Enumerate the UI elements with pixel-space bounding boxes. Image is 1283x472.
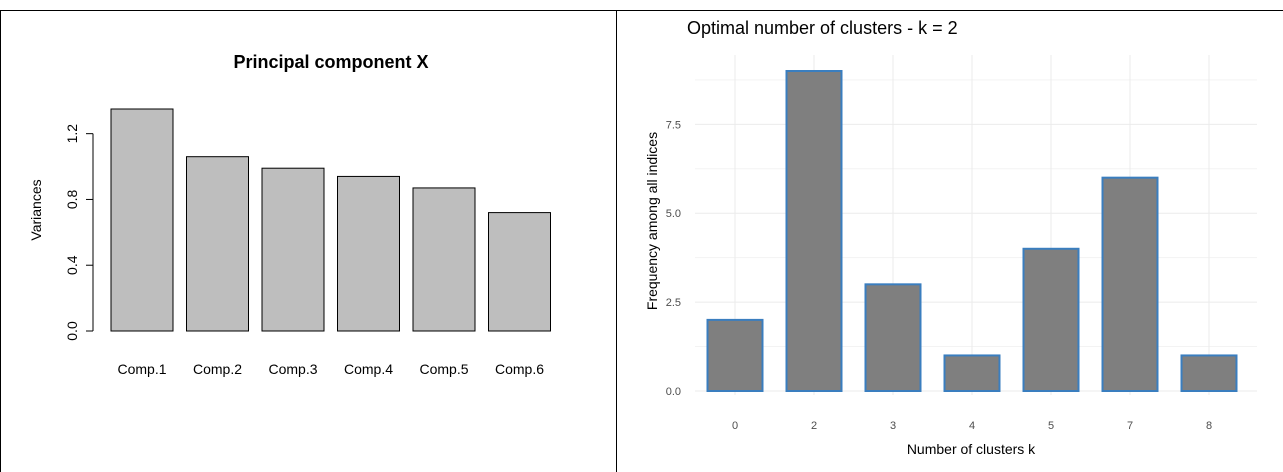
clusters-y-tick-label: 0.0: [666, 386, 681, 398]
pca-x-tick-label: Comp.2: [193, 361, 242, 377]
clusters-x-tick-label: 2: [811, 420, 817, 432]
chart-panel-pca: Principal component X Variances Comp.1 Co…: [0, 10, 616, 472]
chart-panel-clusters: Optimal number of clusters - k = 2 Frequ…: [616, 10, 1283, 472]
clusters-x-tick-label: 8: [1206, 420, 1212, 432]
clusters-bar: [1022, 247, 1080, 392]
clusters-y-axis-label: Frequency among all indices: [644, 132, 660, 310]
clusters-x-tick-label: 5: [1048, 420, 1054, 432]
pca-y-tick-label: 1.2: [64, 124, 80, 144]
pca-y-axis-label: Variances: [28, 179, 44, 240]
clusters-bar: [1101, 176, 1159, 392]
pca-y-tick-label: 0.8: [64, 190, 80, 210]
clusters-bar: [706, 318, 764, 392]
clusters-chart: Optimal number of clusters - k = 2 Frequ…: [644, 18, 1257, 457]
pca-bar: [261, 167, 325, 332]
clusters-bar: [864, 283, 922, 393]
pca-bar: [412, 187, 476, 332]
clusters-x-tick-label: 3: [890, 420, 896, 432]
pca-bar: [110, 108, 174, 332]
clusters-x-tick-label: 4: [969, 420, 975, 432]
clusters-y-tick-label: 7.5: [666, 119, 681, 131]
clusters-bar: [943, 354, 1001, 393]
clusters-chart-title: Optimal number of clusters - k = 2: [687, 18, 958, 38]
clusters-y-tick-label: 2.5: [666, 297, 681, 309]
clusters-bar: [1180, 354, 1238, 393]
clusters-y-tick-label: 5.0: [666, 208, 681, 220]
pca-chart-title: Principal component X: [233, 52, 428, 72]
pca-x-tick-label: Comp.4: [344, 361, 393, 377]
pca-x-tick-label: Comp.1: [117, 361, 166, 377]
pca-x-tick-label: Comp.3: [268, 361, 317, 377]
clusters-x-axis-label: Number of clusters k: [907, 441, 1036, 457]
pca-x-tick-label: Comp.5: [419, 361, 468, 377]
pca-x-tick-label: Comp.6: [495, 361, 544, 377]
pca-bar: [186, 156, 249, 332]
pca-bar: [337, 175, 400, 332]
pca-bar: [488, 212, 551, 332]
pca-chart: Principal component X Variances Comp.1 Co…: [28, 52, 551, 377]
pca-y-tick-label: 0.4: [64, 255, 80, 275]
clusters-x-tick-label: 0: [732, 420, 738, 432]
clusters-x-tick-label: 7: [1127, 420, 1133, 432]
pca-y-tick-label: 0.0: [64, 321, 80, 341]
clusters-bar: [785, 70, 843, 392]
